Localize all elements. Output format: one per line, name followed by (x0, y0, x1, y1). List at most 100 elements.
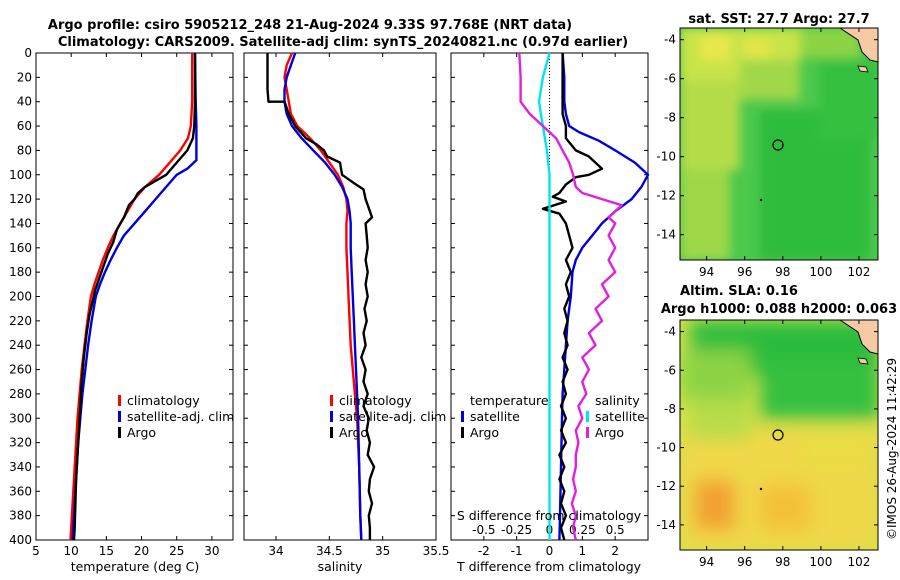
t-difference-x-label: T difference from climatology (456, 559, 642, 574)
series-line-argo (266, 53, 376, 540)
legend-title-salinity: salinity (595, 393, 640, 408)
legend-swatch-t-argo (461, 427, 464, 438)
y-tick-label: 0 (24, 46, 32, 60)
map-x-tick-label: 94 (699, 265, 714, 279)
y-tick-label: 320 (9, 436, 32, 450)
sla-map-image (680, 320, 878, 550)
series-line-s-satellite (537, 52, 551, 540)
map-x-tick-label: 98 (775, 265, 790, 279)
y-tick-label: 240 (9, 338, 32, 352)
map-y-tick-label: -14 (656, 518, 676, 532)
plot-frame (243, 52, 437, 541)
x2-tick-label: -0.25 (501, 523, 532, 537)
series-line-argo (72, 53, 197, 541)
map-x-tick-label: 96 (737, 555, 752, 569)
map-y-tick-label: -6 (664, 72, 676, 86)
x-tick-label: 25 (169, 544, 184, 558)
y-tick-label: 400 (9, 533, 32, 547)
map-y-tick-label: -8 (664, 402, 676, 416)
sst-map-image (680, 28, 878, 260)
map-x-tick-label: 102 (848, 555, 871, 569)
legend-swatch-s-satellite (586, 411, 589, 422)
x-tick-label: 20 (134, 544, 149, 558)
legend-label-t-argo: Argo (470, 425, 499, 440)
x-tick-label: 2 (611, 544, 619, 558)
legend-swatch-climatology (330, 395, 333, 406)
map-y-tick-label: -4 (664, 33, 676, 47)
map-y-tick-label: -12 (656, 479, 676, 493)
legend-label-s-satellite: satellite (595, 409, 645, 424)
sst-argo-marker (772, 139, 784, 151)
legend-label-satellite-clim: satellite-adj. clim (127, 409, 234, 424)
sst-point-marker (759, 198, 763, 202)
sst-map-frame (679, 27, 879, 261)
series-line-climatology (283, 52, 363, 541)
map-x-tick-label: 102 (848, 265, 871, 279)
legend-label-climatology: climatology (127, 393, 200, 408)
x2-tick-label: 0.5 (606, 523, 625, 537)
figure-title-line2: Climatology: CARS2009. Satellite-adj cli… (58, 35, 628, 50)
legend-swatch-climatology (118, 395, 121, 406)
x-tick-label: 5 (32, 544, 40, 558)
y-tick-label: 300 (9, 411, 32, 425)
legend-swatch-satellite-clim (118, 411, 121, 422)
legend-label-t-satellite: satellite (470, 409, 520, 424)
plot-frame (35, 52, 234, 541)
temperature-legend: climatology satellite-adj. clim Argo (118, 393, 234, 440)
sla-map-axes: 94 96 98 100 102 -4 -6 -8 -10 -12 -14 (656, 320, 878, 569)
x-tick-label: 30 (204, 544, 219, 558)
y-tick-label: 120 (9, 192, 32, 206)
series-line-t-argo (541, 53, 604, 541)
series-line-s-argo (518, 52, 623, 541)
y-tick-label: 160 (9, 241, 32, 255)
legend-label-climatology: climatology (339, 393, 412, 408)
map-x-tick-label: 94 (699, 555, 714, 569)
y-tick-label: 60 (17, 119, 32, 133)
map-x-tick-label: 96 (737, 265, 752, 279)
y-tick-label: 100 (9, 168, 32, 182)
map-y-tick-label: -10 (656, 150, 676, 164)
imos-credit: ©IMOS 26-Aug-2024 11:42:29 (885, 358, 899, 540)
x-tick-label: 35 (375, 544, 390, 558)
map-y-tick-label: -8 (664, 111, 676, 125)
map-x-tick-label: 100 (809, 555, 832, 569)
y-tick-label: 180 (9, 265, 32, 279)
sla-argo-marker (772, 429, 784, 441)
x-tick-label: 10 (64, 544, 79, 558)
map-y-tick-label: -10 (656, 441, 676, 455)
y-tick-label: 380 (9, 509, 32, 523)
s-difference-x-label: S difference from climatology (457, 508, 642, 523)
legend-title-temperature: temperature (470, 393, 549, 408)
map-y-tick-label: -4 (664, 325, 676, 339)
map-y-tick-label: -6 (664, 363, 676, 377)
y-tick-label: 200 (9, 290, 32, 304)
legend-swatch-argo (118, 427, 121, 438)
figure-title-line1: Argo profile: csiro 5905212_248 21-Aug-2… (48, 18, 572, 33)
map-y-tick-label: -12 (656, 189, 676, 203)
sla-map-frame (679, 319, 879, 551)
x2-tick-label: 0.25 (569, 523, 596, 537)
x2-tick-label: -0.5 (472, 523, 495, 537)
x-tick-label: 35.5 (423, 544, 450, 558)
sla-map-subtitle: Argo h1000: 0.088 h2000: 0.063 (661, 302, 897, 317)
salinity-legend: climatology satellite-adj. clim Argo (330, 393, 446, 440)
y-tick-label: 140 (9, 216, 32, 230)
series-line-climatology (69, 53, 194, 541)
y-tick-label: 260 (9, 363, 32, 377)
x-tick-label: 34 (268, 544, 283, 558)
map-y-tick-label: -14 (656, 228, 676, 242)
sla-point-marker (759, 487, 763, 491)
sst-map-title: sat. SST: 27.7 Argo: 27.7 (688, 12, 869, 27)
map-x-tick-label: 100 (809, 265, 832, 279)
y-tick-label: 220 (9, 314, 32, 328)
y-tick-label: 340 (9, 460, 32, 474)
legend-label-satellite-clim: satellite-adj. clim (339, 409, 446, 424)
legend-swatch-argo (330, 427, 333, 438)
difference-legend: temperature satellite Argo salinity sate… (461, 393, 645, 440)
legend-label-argo: Argo (127, 425, 156, 440)
legend-swatch-t-satellite (461, 411, 464, 422)
x-tick-label: -1 (511, 544, 523, 558)
legend-swatch-satellite-clim (330, 411, 333, 422)
